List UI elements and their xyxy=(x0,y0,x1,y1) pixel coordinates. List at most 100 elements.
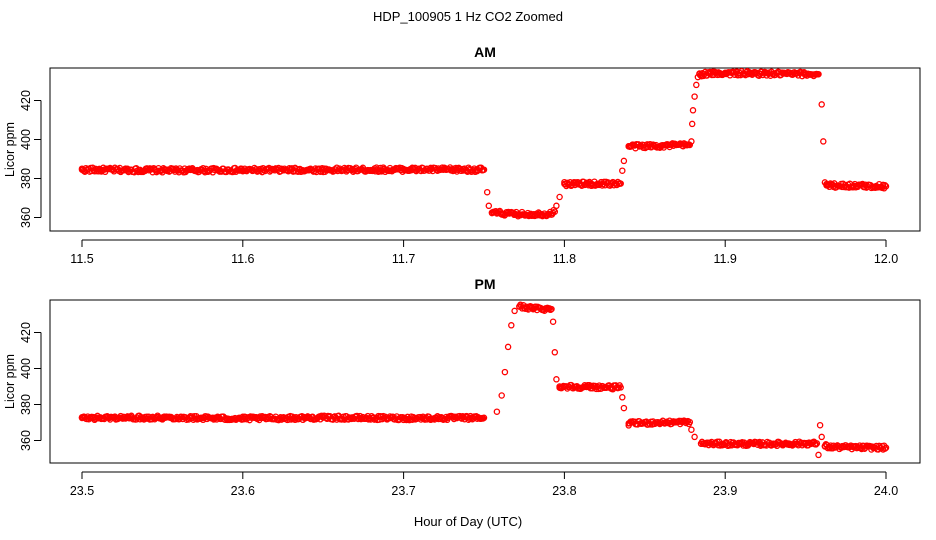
data-point xyxy=(512,210,520,218)
data-point xyxy=(691,93,698,100)
data-point xyxy=(812,441,820,448)
data-point xyxy=(551,349,559,356)
data-point xyxy=(585,180,592,188)
data-point xyxy=(882,183,890,190)
data-point xyxy=(400,414,407,422)
data-point xyxy=(400,166,407,173)
data-point xyxy=(657,419,665,426)
data-point xyxy=(686,418,694,426)
y-tick-label-pm: 380 xyxy=(19,394,33,415)
data-point xyxy=(688,138,695,145)
series-points-pm xyxy=(78,301,890,459)
data-point xyxy=(485,202,493,210)
data-point xyxy=(239,166,247,174)
data-point xyxy=(551,208,559,215)
data-point xyxy=(480,414,488,422)
data-point xyxy=(786,440,793,447)
data-point xyxy=(556,193,563,201)
x-tick-label-am: 11.7 xyxy=(392,252,415,266)
panel-title-pm: PM xyxy=(474,276,496,292)
data-point xyxy=(620,404,628,412)
data-point xyxy=(820,138,827,145)
x-tick-label-pm: 23.7 xyxy=(391,484,415,498)
data-point xyxy=(657,142,665,149)
y-tick-label-am: 360 xyxy=(19,207,33,228)
data-point xyxy=(561,180,568,188)
y-tick-label-pm: 400 xyxy=(19,358,33,379)
data-point xyxy=(691,433,698,441)
data-point xyxy=(553,202,560,210)
data-point xyxy=(548,305,555,313)
data-point xyxy=(850,182,858,189)
data-point xyxy=(545,210,552,218)
data-point xyxy=(688,120,696,128)
data-point xyxy=(549,318,557,325)
data-point xyxy=(617,180,624,187)
data-point xyxy=(585,383,592,391)
data-point xyxy=(816,421,824,429)
data-point xyxy=(693,81,700,89)
series-points-am xyxy=(78,68,890,220)
x-tick-label-pm: 23.8 xyxy=(552,484,576,498)
x-axis-label: Hour of Day (UTC) xyxy=(413,514,523,529)
plot-frame-pm xyxy=(49,299,921,464)
y-tick-label-am: 380 xyxy=(19,168,33,189)
panel-title-am: AM xyxy=(474,44,496,60)
data-point xyxy=(516,303,523,310)
data-point xyxy=(508,322,515,329)
x-tick-label-am: 12.0 xyxy=(874,252,898,266)
data-point xyxy=(488,209,496,216)
data-point xyxy=(882,444,890,451)
y-axis-label-pm: Licor ppm xyxy=(3,354,17,409)
x-tick-label-am: 11.8 xyxy=(553,252,576,266)
data-point xyxy=(738,440,745,448)
data-point xyxy=(721,69,729,77)
x-tick-label-pm: 23.6 xyxy=(231,484,255,498)
data-point xyxy=(498,392,505,399)
data-point xyxy=(850,444,858,451)
data-point xyxy=(818,433,825,441)
data-point xyxy=(483,188,491,196)
data-point xyxy=(239,415,247,422)
data-point xyxy=(319,166,327,174)
data-point xyxy=(625,420,632,427)
x-tick-label-pm: 23.5 xyxy=(70,484,94,498)
data-point xyxy=(818,101,825,108)
data-point xyxy=(553,376,560,383)
data-point xyxy=(881,445,889,452)
data-point xyxy=(78,166,86,173)
data-point xyxy=(689,107,697,114)
data-point xyxy=(815,70,822,78)
data-point xyxy=(501,368,509,376)
data-point xyxy=(78,414,86,422)
data-point xyxy=(617,384,624,391)
data-point xyxy=(319,414,327,421)
data-point xyxy=(159,414,166,421)
data-point xyxy=(504,343,512,351)
x-tick-label-pm: 24.0 xyxy=(874,484,898,498)
data-point xyxy=(813,440,821,447)
figure-title: HDP_100905 1 Hz CO2 Zoomed xyxy=(372,9,564,24)
data-point xyxy=(480,166,488,173)
x-tick-label-pm: 23.9 xyxy=(713,484,737,498)
y-tick-label-am: 400 xyxy=(19,129,33,150)
data-point xyxy=(511,307,518,315)
data-point xyxy=(770,70,777,78)
data-point xyxy=(619,394,626,401)
y-tick-label-pm: 360 xyxy=(19,430,33,451)
data-point xyxy=(493,408,501,415)
data-point xyxy=(528,304,536,312)
data-point xyxy=(881,182,889,189)
data-point xyxy=(696,70,703,78)
y-tick-label-am: 420 xyxy=(19,90,33,111)
data-point xyxy=(826,443,833,451)
x-tick-label-am: 11.5 xyxy=(70,252,93,266)
data-point xyxy=(625,143,632,150)
data-point xyxy=(159,167,166,174)
x-tick-label-am: 11.6 xyxy=(231,252,254,266)
x-tick-label-am: 11.9 xyxy=(713,252,736,266)
data-point xyxy=(620,157,628,165)
data-point xyxy=(688,426,695,433)
data-point xyxy=(815,451,822,459)
y-axis-label-am: Licor ppm xyxy=(3,122,17,177)
